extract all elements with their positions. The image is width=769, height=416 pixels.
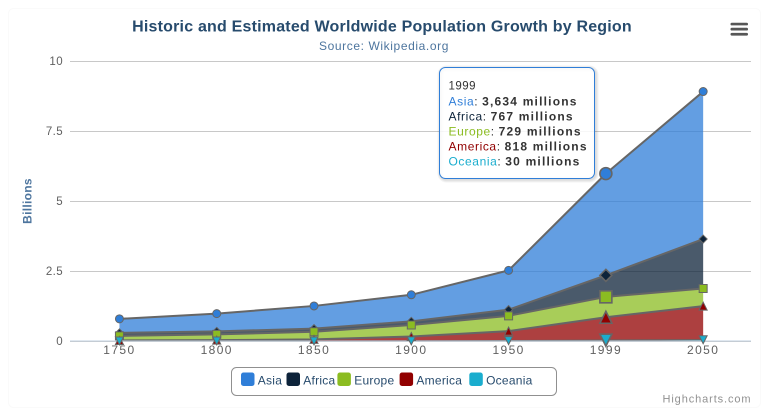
svg-text:Africa: Africa [303, 374, 335, 388]
svg-text:1999: 1999 [590, 343, 622, 357]
svg-text:Oceania: Oceania [486, 374, 533, 388]
svg-text:1900: 1900 [395, 343, 427, 357]
svg-text:2.5: 2.5 [46, 266, 63, 278]
svg-text:America: 818 millions: America: 818 millions [449, 140, 588, 154]
svg-text:5: 5 [56, 196, 63, 208]
svg-text:1750: 1750 [103, 343, 135, 357]
svg-text:10: 10 [49, 56, 63, 68]
svg-text:Historic and Estimated Worldwi: Historic and Estimated Worldwide Populat… [132, 19, 632, 36]
svg-text:Europe: 729 millions: Europe: 729 millions [449, 125, 582, 139]
svg-text:Highcharts.com: Highcharts.com [662, 394, 751, 406]
svg-text:Europe: Europe [354, 374, 394, 388]
svg-text:0: 0 [56, 336, 63, 348]
svg-text:Billions: Billions [21, 178, 35, 224]
svg-text:Source: Wikipedia.org: Source: Wikipedia.org [319, 39, 449, 53]
svg-text:2050: 2050 [687, 343, 719, 357]
svg-text:1950: 1950 [492, 343, 524, 357]
svg-text:1850: 1850 [298, 343, 330, 357]
svg-text:Asia: Asia [258, 374, 282, 388]
svg-text:Africa: 767 millions: Africa: 767 millions [449, 110, 574, 124]
svg-text:America: America [416, 374, 462, 388]
svg-text:Oceania: 30 millions: Oceania: 30 millions [449, 155, 581, 169]
svg-text:7.5: 7.5 [46, 126, 63, 138]
svg-text:1999: 1999 [449, 81, 477, 93]
svg-text:Asia: 3,634 millions: Asia: 3,634 millions [449, 95, 578, 109]
svg-text:1800: 1800 [201, 343, 233, 357]
